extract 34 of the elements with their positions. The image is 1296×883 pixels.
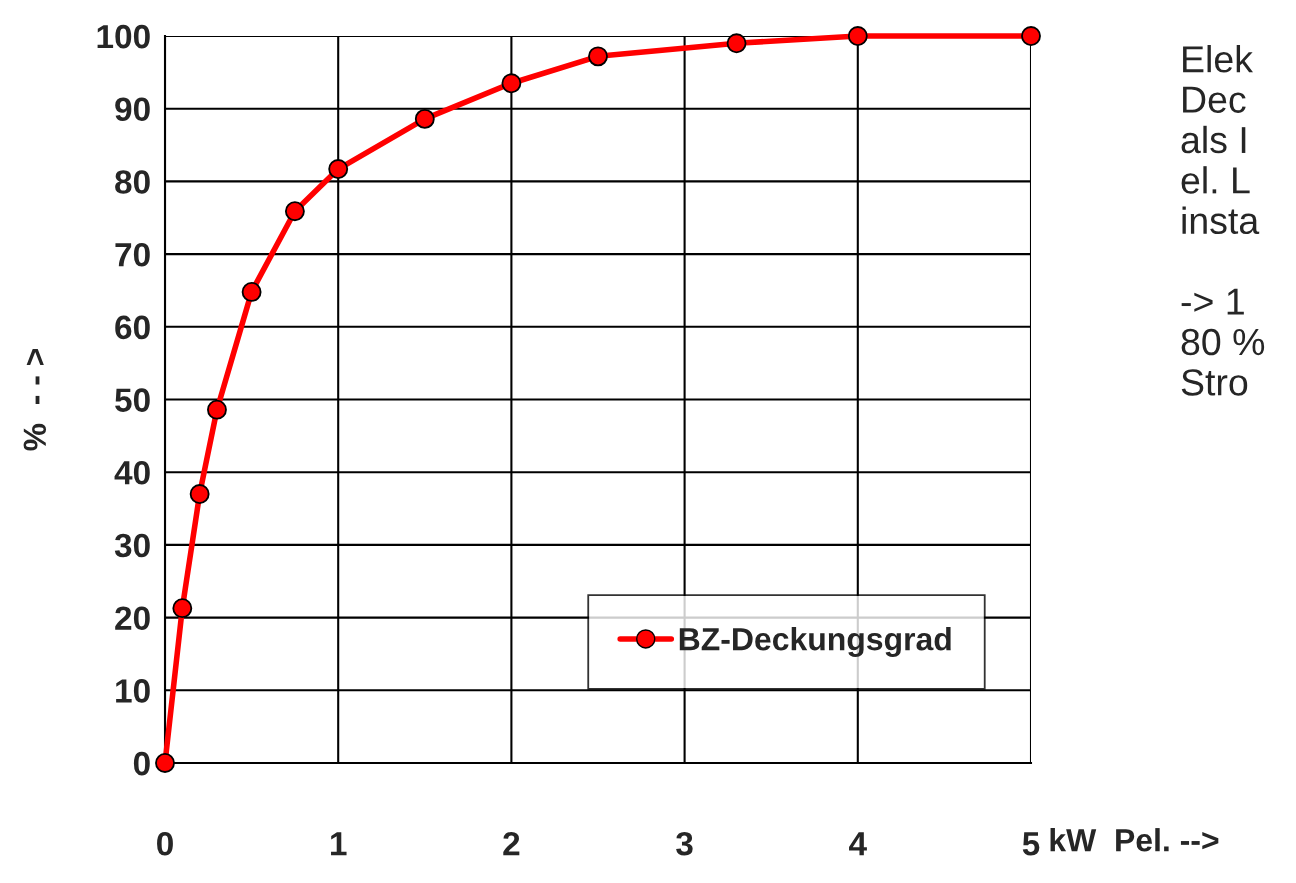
legend-label: BZ-Deckungsgrad bbox=[679, 627, 951, 657]
y-tick-label: 70 bbox=[115, 242, 150, 267]
x-tick-label: 2 bbox=[503, 831, 520, 856]
point bbox=[155, 753, 175, 773]
y-tick-label: 80 bbox=[115, 170, 150, 194]
y-axis-title: % - - > bbox=[23, 348, 47, 451]
y-tick-label: 100 bbox=[97, 24, 150, 49]
point bbox=[847, 26, 868, 46]
point bbox=[414, 108, 435, 129]
y-tick-label: 60 bbox=[115, 315, 150, 340]
point bbox=[328, 159, 349, 179]
x-axis-title: kW Pel. --> bbox=[1050, 828, 1219, 852]
y-tick-label: 10 bbox=[116, 679, 150, 703]
text: Elek Dec als I el. L insta -> 1 80 % Stro bbox=[1181, 45, 1265, 396]
x-tick-label: 4 bbox=[849, 832, 867, 856]
y-tick-label: 20 bbox=[115, 606, 150, 631]
point bbox=[172, 598, 193, 619]
y-tick-label: 50 bbox=[115, 388, 150, 412]
point bbox=[189, 484, 210, 504]
x-tick-label: 3 bbox=[676, 831, 693, 856]
x-tick-label: 0 bbox=[157, 831, 173, 856]
point bbox=[207, 399, 227, 420]
y-tick-label: 30 bbox=[114, 533, 150, 558]
y-tick-label: 40 bbox=[114, 461, 150, 485]
point bbox=[501, 73, 522, 94]
point bbox=[726, 33, 747, 54]
x-tick-label: 5 bbox=[1022, 832, 1040, 856]
point bbox=[588, 46, 608, 67]
y-tick-label: 0 bbox=[133, 751, 150, 776]
point bbox=[1021, 26, 1041, 46]
point bbox=[284, 201, 305, 222]
point bbox=[241, 281, 262, 302]
x-tick-label: 1 bbox=[331, 832, 347, 856]
y-tick-label: 90 bbox=[115, 97, 150, 122]
